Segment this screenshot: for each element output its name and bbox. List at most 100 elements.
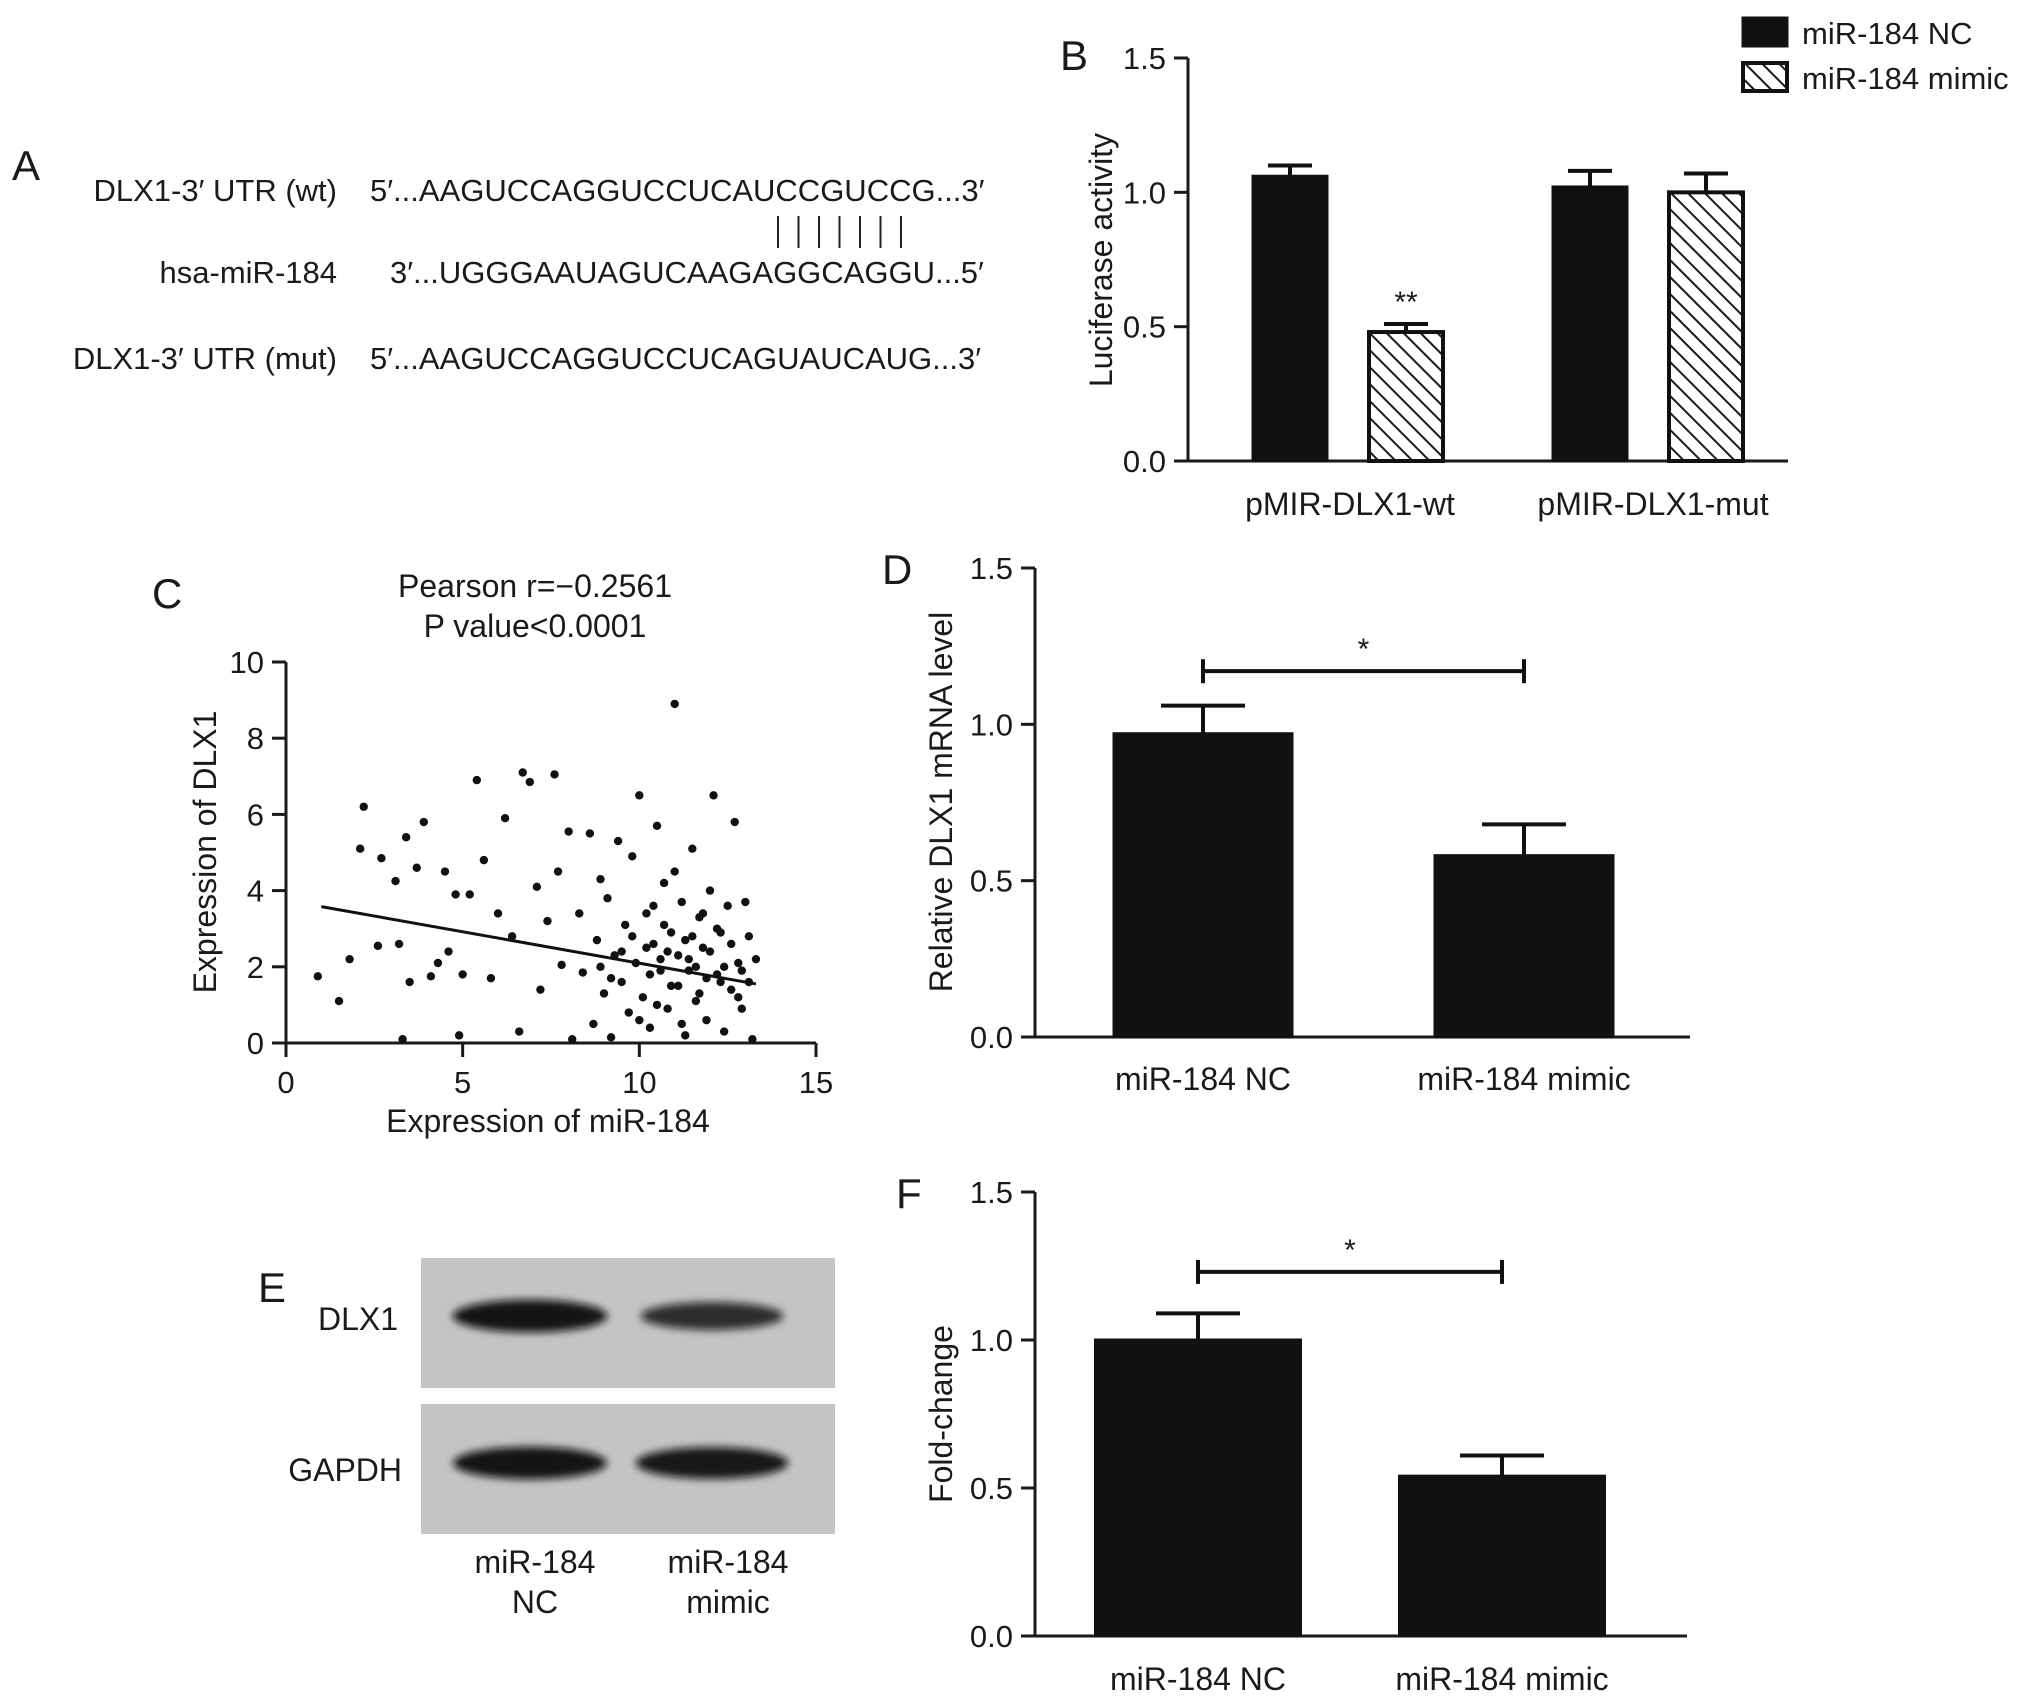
legend: miR-184 NC miR-184 mimic: [1741, 16, 2009, 96]
scatter-point: [734, 993, 743, 1002]
axis-b-ytick-label: 1.5: [1123, 41, 1166, 76]
scatter-point: [486, 974, 496, 983]
scatter-point: [702, 1015, 711, 1025]
panel-letter-a: A: [12, 142, 40, 189]
axis-d-ytick-label: 0.0: [970, 1020, 1013, 1055]
scatter-point: [645, 970, 655, 979]
scatter-point: [688, 932, 697, 941]
axis-f-cat-1: miR-184 mimic: [1395, 1661, 1608, 1697]
scatter-point: [624, 1008, 633, 1017]
scatter-point: [674, 951, 683, 960]
seq-label-mut: DLX1-3′ UTR (mut): [73, 341, 337, 376]
scatter-point: [606, 974, 616, 983]
scatter-point: [656, 954, 665, 964]
chart-c-stat-line2: P value<0.0001: [424, 608, 647, 644]
scatter-point: [698, 943, 708, 952]
axis-b-ylabel: Luciferase activity: [1083, 133, 1119, 387]
scatter-point: [313, 972, 322, 981]
axis-d-ytick-label: 1.0: [970, 707, 1013, 742]
scatter-point: [617, 977, 626, 987]
bar-b-series0-cat0: [1251, 174, 1329, 463]
scatter-point: [666, 981, 676, 991]
scatter-point: [458, 970, 467, 979]
axis-d-cat-0: miR-184 NC: [1115, 1061, 1291, 1097]
legend-swatch-mimic: [1741, 61, 1789, 93]
scatter-point: [553, 867, 563, 876]
axis-c-ytick-label: 10: [230, 645, 264, 680]
scatter-point: [596, 962, 605, 971]
scatter-point: [719, 1027, 729, 1036]
scatter-point: [677, 1019, 686, 1029]
scatter-point: [419, 817, 428, 827]
blot-band-1-0: [453, 1446, 607, 1480]
panel-a: A DLX1-3′ UTR (wt) 5′...AAGUCCAGGUCCUCAU…: [12, 142, 985, 376]
scatter-point: [727, 985, 736, 994]
blot-bands: [452, 1299, 789, 1480]
blot-band-0-1: [640, 1302, 784, 1330]
scatter-point: [568, 1034, 577, 1044]
panel-d: D 0.0 0.5 1.0 1.5 * Relative DLX1 mRNA leve…: [882, 546, 1690, 1097]
scatter-point: [373, 941, 383, 951]
scatter-point: [493, 909, 503, 918]
scatter-point: [603, 894, 612, 903]
axis-c-xtick-label: 15: [799, 1065, 833, 1100]
scatter-point: [536, 985, 545, 994]
scatter-point: [727, 939, 736, 949]
bars-f: *: [1094, 1234, 1606, 1638]
axis-c-ytick-label: 6: [247, 797, 264, 832]
axis-c-xtick-label: 5: [454, 1065, 471, 1100]
axis-d-ticks: 0.0 0.5 1.0 1.5: [970, 551, 1035, 1055]
panel-letter-f: F: [896, 1170, 922, 1217]
blot-label-gapdh: GAPDH: [288, 1452, 402, 1488]
axis-c-ytick-label: 4: [247, 874, 264, 909]
scatter-point: [394, 939, 404, 949]
panel-letter-c: C: [152, 570, 182, 617]
legend-swatch-nc: [1741, 16, 1789, 48]
axis-c-ytick-label: 2: [247, 950, 264, 985]
axis-f-ytick-label: 0.0: [970, 1619, 1013, 1654]
scatter-point: [674, 981, 683, 991]
seq-mirna: 3′...UGGGAAUAGUCAAGAGGCAGGU...5′: [390, 255, 984, 290]
scatter-point: [500, 814, 510, 823]
axis-c-ytick-label: 0: [247, 1026, 264, 1061]
scatter-points: [313, 699, 761, 1044]
scatter-point: [681, 1031, 690, 1040]
scatter-point: [748, 1034, 757, 1044]
scatter-point: [621, 920, 630, 930]
panel-f: F 0.00.51.01.5 * Fold-change miR-184 NC …: [896, 1170, 1687, 1697]
scatter-point: [751, 954, 761, 964]
axis-d-ytick-label: 1.5: [970, 551, 1013, 586]
axis-b-ticks: 0.0 0.5 1.0 1.5: [1123, 41, 1188, 479]
scatter-point: [401, 833, 411, 842]
axis-f-ylabel: Fold-change: [923, 1325, 959, 1503]
axis-b-cat-0: pMIR-DLX1-wt: [1245, 486, 1455, 522]
scatter-point: [356, 844, 365, 853]
lane-label-1-line1: miR-184: [668, 1544, 789, 1580]
legend-label-mimic: miR-184 mimic: [1802, 61, 2009, 96]
seq-label-mirna: hsa-miR-184: [160, 255, 337, 290]
significance-b: **: [1394, 286, 1418, 319]
scatter-point: [440, 867, 450, 876]
axis-b-ytick-label: 0.0: [1123, 444, 1166, 479]
axis-c-ytick-label: 8: [247, 721, 264, 756]
scatter-point: [649, 939, 658, 949]
axis-f-bar-1: [1398, 1474, 1606, 1638]
axis-c-xtick-label: 0: [277, 1065, 294, 1100]
seq-mut: 5′...AAGUCCAGGUCCUCAGUAUCAUG...3′: [370, 341, 981, 376]
scatter-point: [444, 947, 453, 956]
bars-d: *: [1112, 633, 1615, 1039]
scatter-point: [652, 1000, 662, 1010]
scatter-point: [377, 854, 386, 863]
scatter-point: [652, 821, 662, 831]
scatter-point: [345, 954, 354, 964]
scatter-point: [681, 935, 690, 945]
axis-d-cat-1: miR-184 mimic: [1417, 1061, 1630, 1097]
scatter-point: [716, 977, 725, 987]
scatter-point: [589, 1019, 598, 1029]
scatter-point: [719, 962, 729, 971]
scatter-point: [730, 817, 739, 827]
bar-b-series1-cat1: [1667, 190, 1745, 463]
scatter-point: [479, 855, 489, 865]
lane-label-0-line1: miR-184: [475, 1544, 596, 1580]
